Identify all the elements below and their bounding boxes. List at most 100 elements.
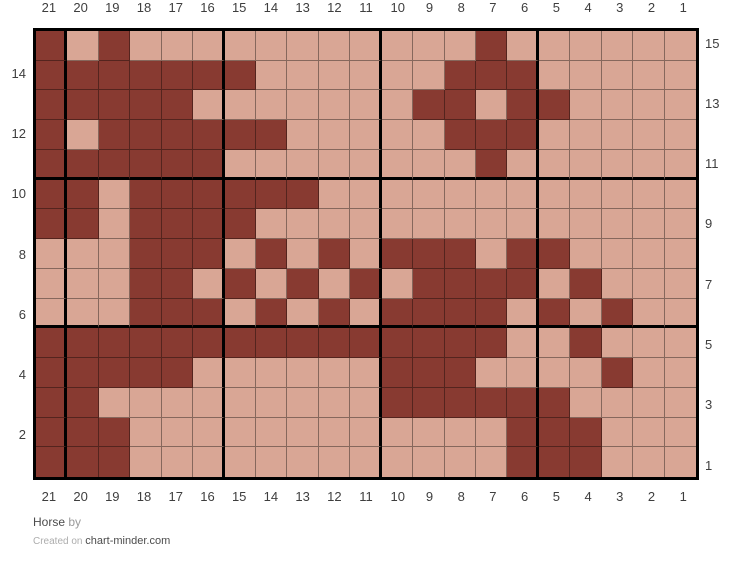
grid-cell — [193, 447, 225, 477]
grid-cell — [507, 268, 539, 299]
grid-cell — [67, 209, 99, 240]
grid-cell — [350, 120, 382, 150]
grid-cell — [287, 120, 319, 150]
grid-cell — [256, 447, 288, 477]
column-label: 13 — [295, 0, 310, 15]
grid-cell — [224, 31, 256, 61]
grid-cell — [664, 209, 696, 240]
grid-cell — [350, 268, 382, 299]
row-label — [0, 269, 29, 299]
grid-cell — [664, 120, 696, 150]
grid-cell — [67, 60, 99, 91]
grid-cell — [664, 298, 696, 329]
grid-cell — [98, 447, 131, 477]
grid-cell — [287, 60, 319, 91]
column-label: 3 — [616, 0, 624, 15]
grid-cell — [633, 387, 665, 418]
grid-cell — [67, 120, 99, 150]
credit-line: Created on chart-minder.com — [33, 535, 170, 547]
grid-cell — [318, 120, 351, 150]
chart-title-line: Horse by — [33, 515, 81, 529]
grid-cell — [507, 447, 539, 477]
grid-cell — [381, 239, 414, 269]
row-label: 9 — [705, 216, 713, 232]
grid-cell — [633, 328, 665, 359]
grid-cell — [256, 417, 288, 448]
grid-cell — [444, 60, 476, 91]
grid-cell — [664, 31, 696, 61]
grid-cell — [98, 120, 131, 150]
grid-cell — [413, 447, 445, 477]
grid-cell — [476, 328, 508, 359]
grid-cell — [256, 31, 288, 61]
grid-cell — [601, 417, 634, 448]
row-label: 8 — [18, 246, 26, 262]
grid-cell — [161, 387, 194, 418]
grid-cell — [224, 358, 256, 388]
grid-cell — [538, 31, 571, 61]
grid-cell — [633, 298, 665, 329]
grid-cell — [318, 358, 351, 388]
grid-cell — [507, 149, 539, 180]
grid-cell — [601, 90, 634, 121]
grid-cell — [570, 447, 602, 477]
grid-cell — [287, 90, 319, 121]
grid-cell — [130, 120, 162, 150]
column-label: 5 — [552, 489, 560, 504]
grid-cell — [664, 358, 696, 388]
grid-cell — [570, 268, 602, 299]
grid-cell — [538, 358, 571, 388]
top-axis: 21 20 19 18 17 16 15 14 13 12 11 10 9 8 7 6 5 4 3 2 1 — [33, 0, 699, 16]
grid-cell — [318, 31, 351, 61]
column-label: 9 — [425, 489, 434, 504]
grid-cell — [476, 239, 508, 269]
grid-cell — [36, 268, 68, 299]
grid-cell — [444, 268, 476, 299]
column-label: 21 — [41, 0, 57, 15]
column-label: 2 — [647, 489, 656, 504]
grid-cell — [224, 268, 256, 299]
grid-cell — [570, 209, 602, 240]
grid-cell — [287, 268, 319, 299]
column-label: 18 — [136, 0, 152, 15]
grid-cell — [601, 31, 634, 61]
grid-cell — [601, 298, 634, 329]
grid-cell — [130, 60, 162, 91]
grid-cell — [36, 328, 68, 359]
grid-cell — [350, 298, 382, 329]
grid-cell — [350, 31, 382, 61]
grid-cell — [444, 447, 476, 477]
column-label: 19 — [105, 0, 120, 15]
grid-cell — [224, 209, 256, 240]
grid-cell — [570, 328, 602, 359]
row-label — [0, 28, 29, 58]
grid-cell — [36, 149, 68, 180]
grid-cell — [381, 120, 414, 150]
grid-cell — [161, 447, 194, 477]
grid-cell — [476, 149, 508, 180]
column-label: 16 — [200, 0, 215, 15]
grid-cell — [193, 239, 225, 269]
grid-cell — [224, 149, 256, 180]
grid-cell — [98, 60, 131, 91]
column-label: 12 — [327, 0, 342, 15]
grid-cell — [507, 328, 539, 359]
grid-cell — [664, 417, 696, 448]
grid-cell — [507, 60, 539, 91]
grid-cell — [36, 239, 68, 269]
grid-cell — [633, 358, 665, 388]
author-by-label: by — [68, 515, 82, 529]
site-link[interactable]: chart-minder.com — [85, 535, 171, 547]
grid-cell — [570, 298, 602, 329]
grid-cell — [287, 31, 319, 61]
row-label: 2 — [18, 427, 26, 443]
grid-cell — [287, 387, 319, 418]
grid-cell — [224, 447, 256, 477]
grid-cell — [161, 298, 194, 329]
column-label: 1 — [679, 0, 687, 15]
grid-cell — [350, 149, 382, 180]
column-label: 4 — [584, 489, 592, 504]
row-label: 11 — [705, 156, 719, 172]
row-label: 12 — [11, 125, 26, 141]
grid-cell — [98, 387, 131, 418]
